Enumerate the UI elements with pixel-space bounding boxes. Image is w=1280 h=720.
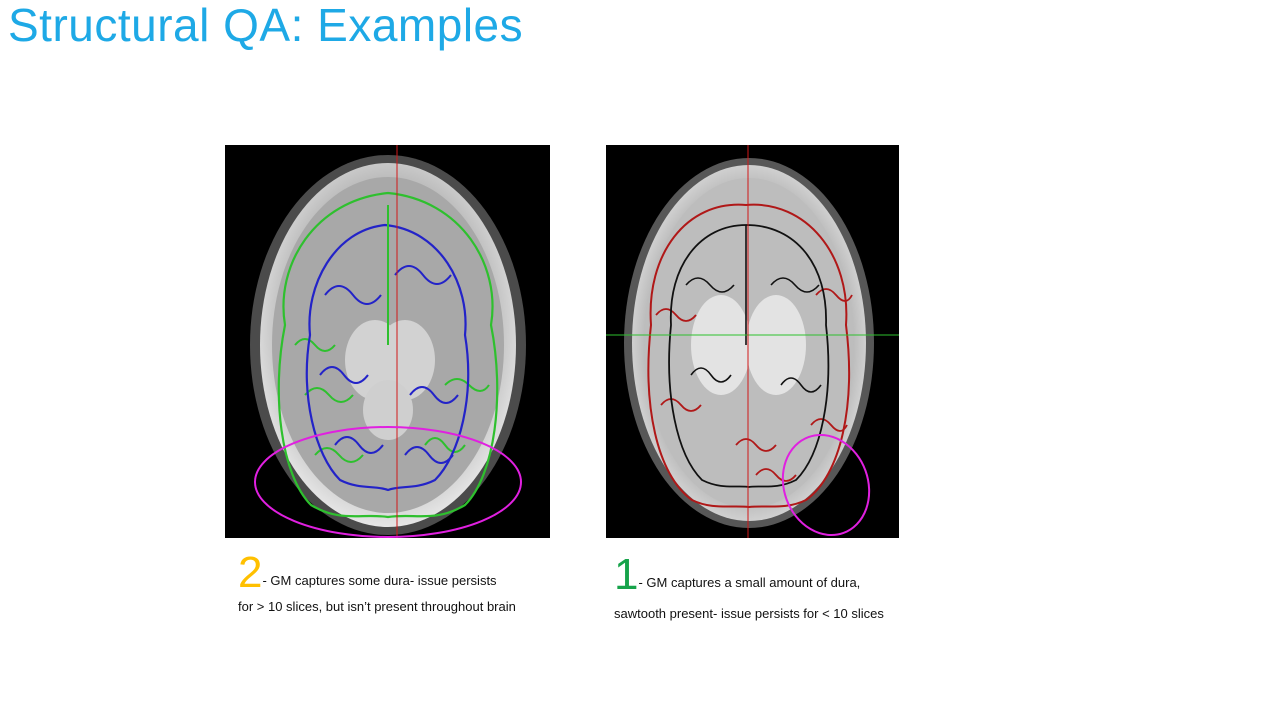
caption-line-2: for > 10 slices, but isn’t present throu… (238, 597, 538, 617)
caption-line-1: - GM captures some dura- issue persists (262, 573, 496, 588)
mri-image-score-2 (225, 145, 550, 538)
caption-line-1: - GM captures a small amount of dura, (638, 575, 860, 590)
caption-score-1: 1- GM captures a small amount of dura, s… (614, 555, 934, 624)
slide-title: Structural QA: Examples (8, 0, 523, 52)
score-label: 2 (238, 548, 262, 597)
score-label: 1 (614, 550, 638, 599)
caption-score-2: 2- GM captures some dura- issue persists… (238, 553, 538, 617)
mri-image-score-1 (606, 145, 899, 538)
caption-line-2: sawtooth present- issue persists for < 1… (614, 604, 934, 624)
